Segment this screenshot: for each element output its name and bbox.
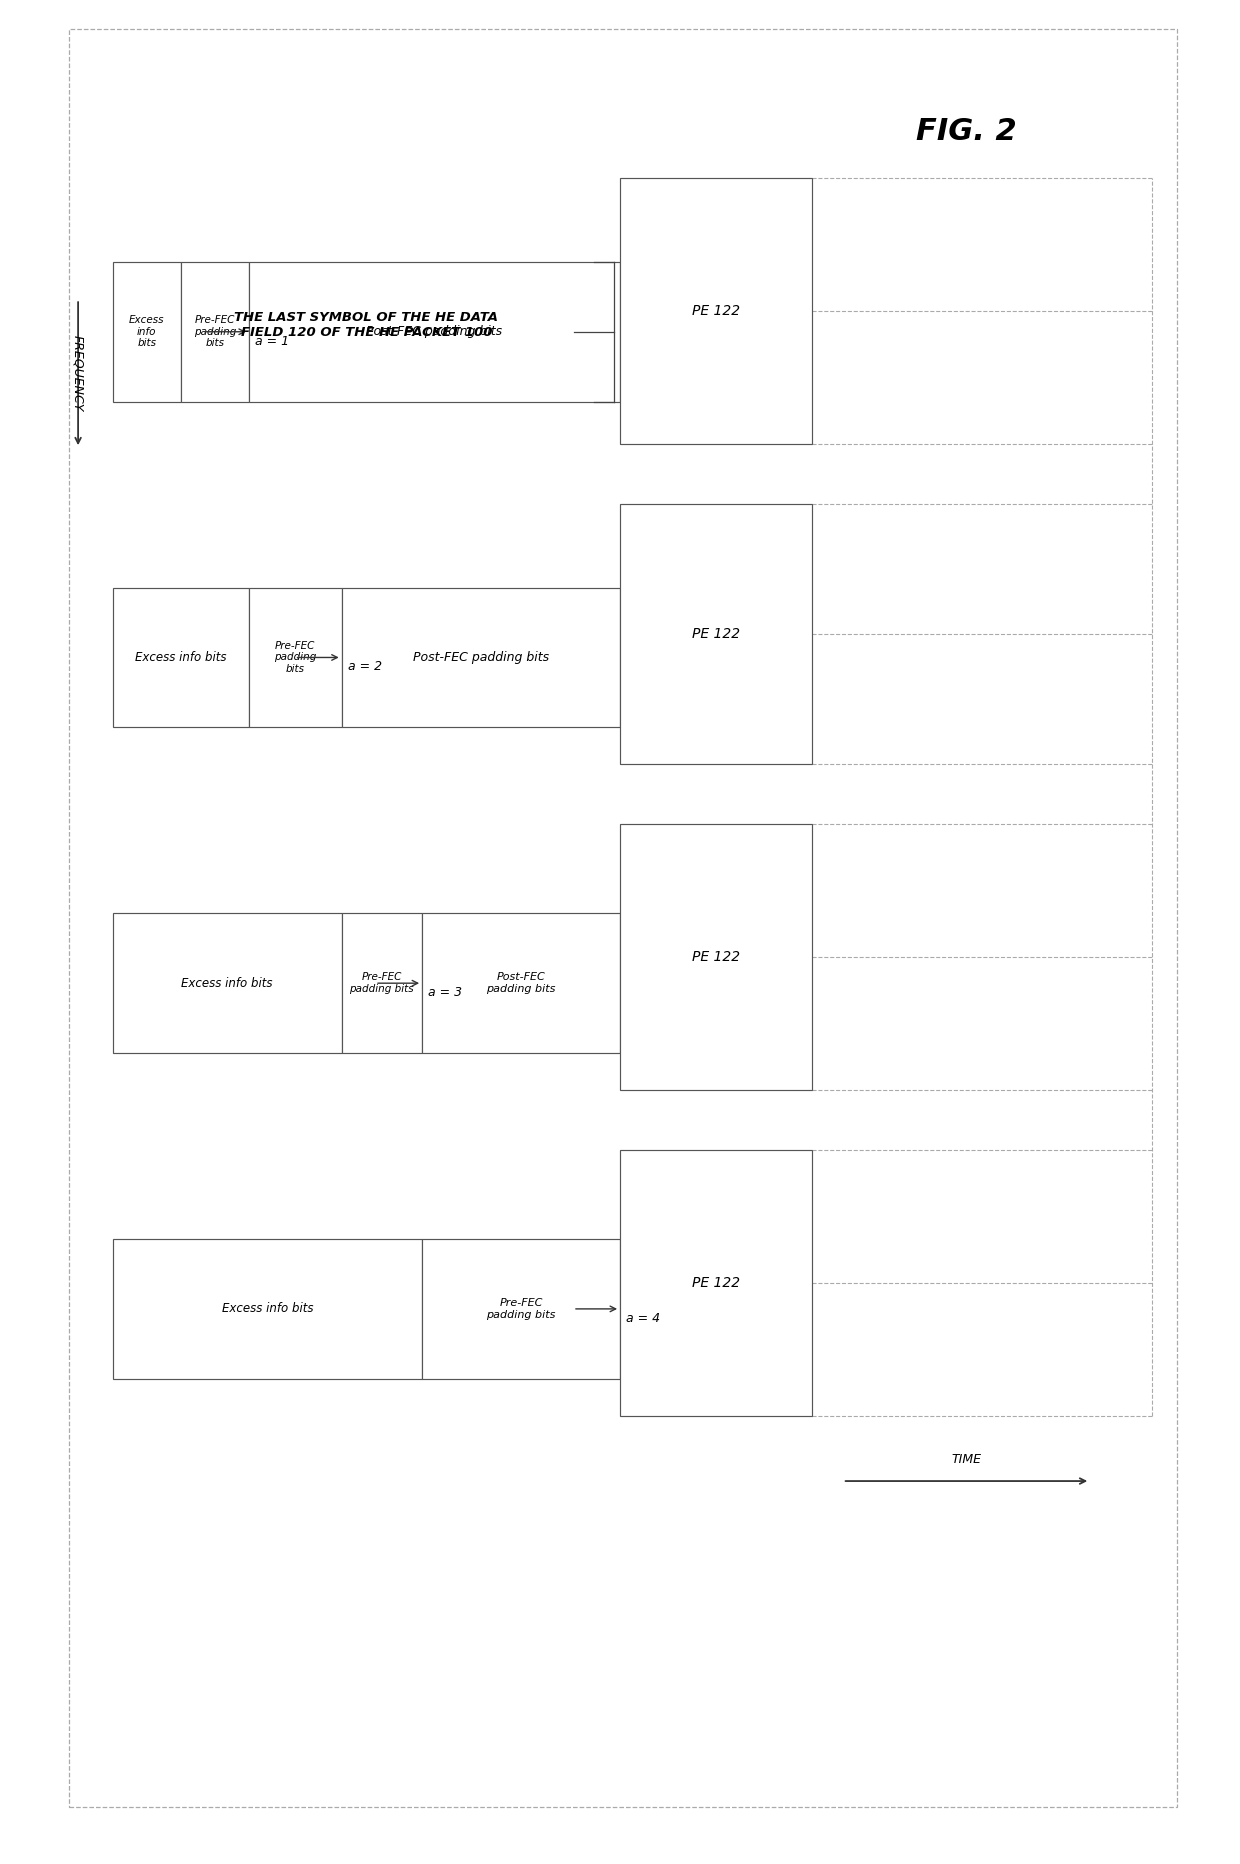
- Text: Post-FEC padding bits: Post-FEC padding bits: [413, 651, 549, 664]
- Text: Post-FEC
padding bits: Post-FEC padding bits: [486, 973, 556, 994]
- Text: a = 4: a = 4: [626, 1312, 661, 1325]
- Bar: [249, 263, 620, 401]
- Text: PE 122: PE 122: [692, 304, 740, 319]
- Bar: [113, 587, 249, 727]
- Bar: [342, 913, 422, 1053]
- Text: PE 122: PE 122: [692, 626, 740, 641]
- Text: PE 122: PE 122: [692, 951, 740, 964]
- Bar: [69, 30, 1177, 1806]
- Bar: [113, 1240, 422, 1379]
- Text: a = 3: a = 3: [428, 986, 463, 999]
- Bar: [422, 1240, 620, 1379]
- Text: FIG. 2: FIG. 2: [916, 117, 1017, 145]
- Text: a = 1: a = 1: [255, 334, 289, 347]
- Text: Pre-FEC
padding
bits: Pre-FEC padding bits: [274, 641, 316, 675]
- Text: Pre-FEC
padding bits: Pre-FEC padding bits: [350, 973, 414, 994]
- Bar: [181, 263, 249, 401]
- Text: TIME: TIME: [951, 1454, 981, 1467]
- Bar: [342, 587, 620, 727]
- Bar: [113, 263, 181, 401]
- Text: Post-FEC padding bits: Post-FEC padding bits: [366, 324, 502, 337]
- Text: THE LAST SYMBOL OF THE HE DATA
FIELD 120 OF THE HE PACKET 100: THE LAST SYMBOL OF THE HE DATA FIELD 120…: [234, 311, 498, 339]
- Text: Excess
info
bits: Excess info bits: [129, 315, 165, 349]
- Bar: [620, 824, 812, 1090]
- Bar: [620, 179, 812, 444]
- Text: FREQUENCY: FREQUENCY: [72, 336, 84, 412]
- Bar: [113, 913, 342, 1053]
- Text: a = 2: a = 2: [347, 660, 382, 673]
- Bar: [422, 913, 620, 1053]
- Text: PE 122: PE 122: [692, 1275, 740, 1290]
- Text: Pre-FEC
padding bits: Pre-FEC padding bits: [486, 1297, 556, 1320]
- Text: Excess info bits: Excess info bits: [222, 1303, 314, 1316]
- Text: Excess info bits: Excess info bits: [135, 651, 227, 664]
- Bar: [620, 1150, 812, 1417]
- Text: Excess info bits: Excess info bits: [181, 977, 273, 990]
- Text: Pre-FEC
padding
bits: Pre-FEC padding bits: [193, 315, 236, 349]
- Bar: [620, 503, 812, 764]
- Bar: [249, 587, 342, 727]
